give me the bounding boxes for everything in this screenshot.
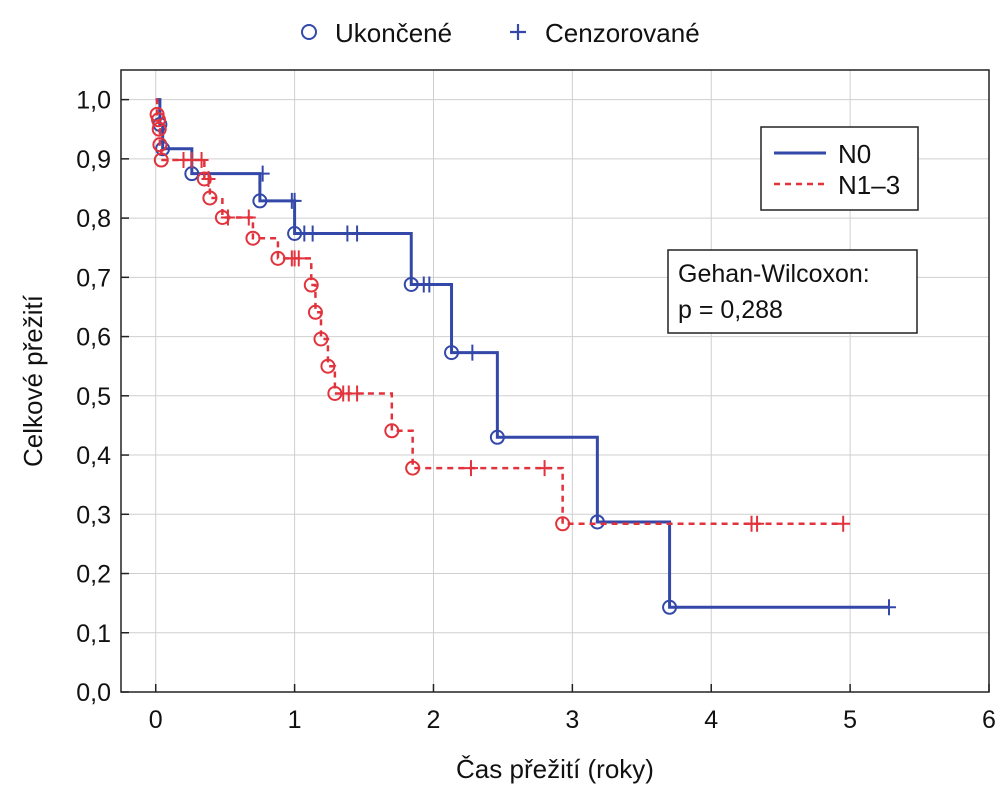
x-tick-label: 5 <box>843 706 857 734</box>
x-tick-label: 4 <box>704 706 718 734</box>
censored-marker <box>350 385 365 402</box>
censored-marker <box>255 165 270 182</box>
y-tick-label: 0,4 <box>76 442 111 470</box>
censored-marker <box>750 515 765 532</box>
marker-legend-label-events: Ukončené <box>335 18 452 48</box>
event-marker <box>384 423 400 439</box>
survival-curve <box>155 98 844 526</box>
legend-label-n1-3: N1–3 <box>838 170 900 200</box>
censored-marker <box>201 170 216 187</box>
series-layer <box>149 98 897 616</box>
y-tick-label: 0,7 <box>76 264 111 292</box>
event-marker <box>252 193 268 209</box>
censored-marker <box>287 192 302 209</box>
event-marker <box>303 277 319 293</box>
annotation-box <box>667 249 918 334</box>
event-marker <box>662 599 678 615</box>
marker-legend-label-censored: Cenzorované <box>545 18 700 48</box>
censored-marker <box>241 209 256 226</box>
axis-ticks: 0 1 2 3 4 5 6 0,0 0,1 0,2 0,3 0,4 0,5 0,6 0,7 0,8 0,9 1,0 <box>76 87 996 734</box>
x-tick-label: 1 <box>288 706 302 734</box>
series-legend: N0 N1–3 <box>760 126 919 211</box>
event-marker <box>555 516 571 532</box>
x-tick-label: 6 <box>982 706 996 734</box>
y-tick-label: 0,8 <box>76 205 111 233</box>
event-marker <box>307 304 323 320</box>
event-marker <box>151 121 167 137</box>
y-tick-label: 0,3 <box>76 501 111 529</box>
censored-marker <box>291 250 306 267</box>
event-marker <box>444 345 460 361</box>
event-marker <box>152 137 168 153</box>
censored-marker <box>350 225 365 242</box>
y-tick-label: 0,1 <box>76 620 111 648</box>
series-legend-box <box>760 126 919 211</box>
censored-marker <box>220 209 235 226</box>
y-tick-label: 0,6 <box>76 324 111 352</box>
event-marker <box>245 230 261 246</box>
marker-legend: Ukončené Cenzorované <box>301 18 700 48</box>
annotation-title: Gehan-Wilcoxon: <box>678 260 870 288</box>
series-n1-3 <box>149 98 851 532</box>
y-tick-label: 0,5 <box>76 383 111 411</box>
event-marker <box>589 514 605 530</box>
event-marker <box>489 429 505 445</box>
event-marker <box>320 358 336 374</box>
event-marker <box>153 152 169 168</box>
censored-marker <box>422 276 437 293</box>
y-axis-label: Celkové přežití <box>18 294 48 467</box>
marker-legend-circle-icon <box>301 24 317 40</box>
event-marker <box>150 112 166 128</box>
y-tick-label: 1,0 <box>76 87 111 115</box>
event-marker <box>202 190 218 206</box>
censored-marker <box>194 152 209 169</box>
censored-marker <box>305 225 320 242</box>
y-tick-label: 0,0 <box>76 679 111 707</box>
censored-marker <box>463 460 478 477</box>
censored-marker <box>537 460 552 477</box>
x-tick-label: 3 <box>565 706 579 734</box>
y-tick-label: 0,2 <box>76 561 111 589</box>
test-annotation: Gehan-Wilcoxon: p = 0,288 <box>667 249 918 334</box>
plot-frame <box>120 69 990 693</box>
x-tick-label: 2 <box>427 706 441 734</box>
marker-legend-plus-icon <box>510 24 526 40</box>
annotation-p-value: p = 0,288 <box>678 296 783 324</box>
y-tick-label: 0,9 <box>76 146 111 174</box>
series-n0 <box>152 98 897 616</box>
censored-marker <box>836 515 851 532</box>
x-axis-label: Čas přežití (roky) <box>456 754 654 784</box>
event-marker <box>405 460 421 476</box>
event-marker <box>270 250 286 266</box>
censored-marker <box>882 599 897 616</box>
event-marker <box>313 331 329 347</box>
x-tick-label: 0 <box>149 706 163 734</box>
censored-marker <box>465 344 480 361</box>
legend-label-n0: N0 <box>838 139 871 169</box>
